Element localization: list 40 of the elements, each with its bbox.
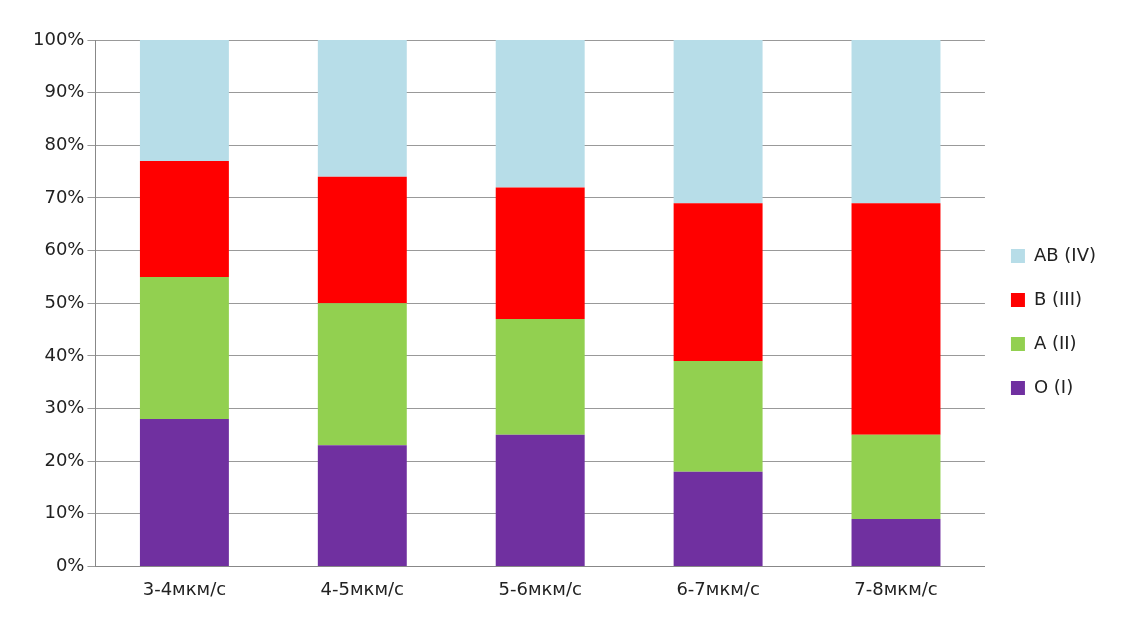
y-tick-label: 50% [44, 290, 85, 312]
x-tick-label: 7-8мкм/с [854, 577, 938, 599]
x-tick-label: 4-5мкм/с [320, 577, 404, 599]
bar [139, 40, 229, 162]
bar [495, 318, 585, 435]
bar [851, 519, 941, 566]
y-tick-label: 90% [44, 80, 85, 102]
bar [139, 276, 229, 420]
y-tick-label: 0% [55, 554, 85, 576]
y-tick-label: 40% [44, 343, 85, 365]
y-tick-label: 70% [44, 185, 85, 207]
bar [495, 40, 585, 188]
bar [673, 471, 763, 566]
bar [495, 434, 585, 566]
bar [851, 203, 941, 435]
bar [673, 40, 763, 204]
x-tick-label: 3-4мкм/с [142, 577, 227, 599]
y-tick-label: 20% [44, 448, 85, 470]
legend-label: O (I) [1033, 375, 1074, 397]
y-tick-label: 10% [44, 501, 85, 523]
y-tick-label: 80% [44, 132, 85, 154]
legend-label: A (II) [1033, 331, 1077, 353]
bar [495, 187, 585, 319]
bar [851, 434, 941, 520]
legend-label: B (III) [1033, 287, 1082, 309]
y-tick-label: 60% [44, 238, 85, 260]
bar [851, 40, 941, 204]
bar [139, 419, 229, 566]
x-tick-label: 6-7мкм/с [676, 577, 760, 599]
bar [673, 203, 763, 362]
x-tick-label: 5-6мкм/с [498, 577, 582, 599]
bar [139, 161, 229, 277]
bar [317, 445, 407, 566]
bar [317, 40, 407, 177]
y-tick-label: 100% [32, 27, 85, 49]
bar [317, 303, 407, 446]
bar [317, 176, 407, 304]
legend-label: AB (IV) [1033, 243, 1097, 265]
bar [673, 361, 763, 472]
y-tick-label: 30% [44, 396, 85, 418]
